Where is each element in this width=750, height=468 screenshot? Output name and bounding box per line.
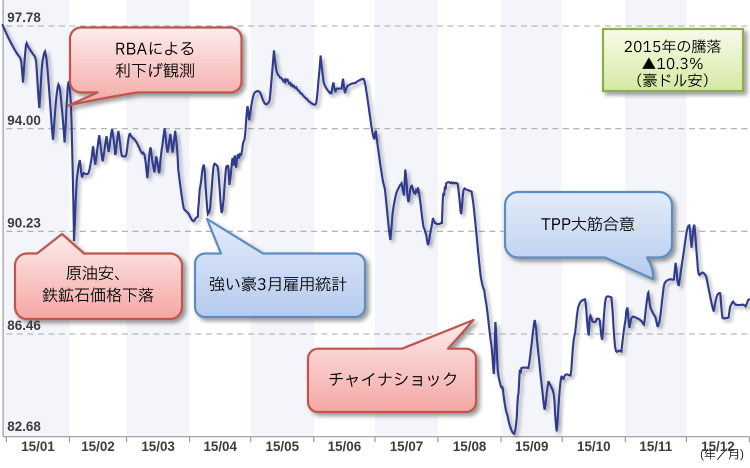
svg-text:15/09: 15/09 xyxy=(515,439,549,454)
svg-text:15/03: 15/03 xyxy=(141,439,175,454)
svg-text:15/06: 15/06 xyxy=(328,439,362,454)
svg-text:97.78: 97.78 xyxy=(7,10,41,25)
svg-text:15/07: 15/07 xyxy=(390,439,424,454)
svg-text:15/02: 15/02 xyxy=(81,439,115,454)
svg-text:94.00: 94.00 xyxy=(7,113,41,128)
svg-text:82.68: 82.68 xyxy=(7,419,41,434)
svg-text:15/10: 15/10 xyxy=(577,439,611,454)
svg-text:15/05: 15/05 xyxy=(266,439,300,454)
svg-text:86.46: 86.46 xyxy=(7,318,41,333)
svg-text:15/08: 15/08 xyxy=(453,439,487,454)
svg-text:90.23: 90.23 xyxy=(7,216,41,231)
svg-text:15/04: 15/04 xyxy=(203,439,237,454)
svg-text:15/12: 15/12 xyxy=(701,439,735,454)
svg-text:15/11: 15/11 xyxy=(639,439,672,454)
svg-text:15/01: 15/01 xyxy=(21,439,55,454)
